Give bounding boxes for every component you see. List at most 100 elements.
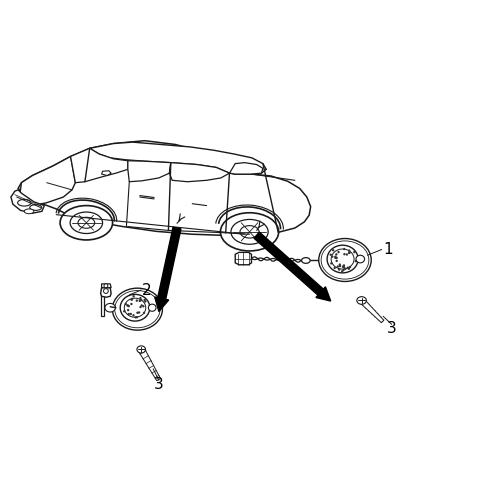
Polygon shape	[138, 348, 160, 381]
Circle shape	[335, 253, 337, 255]
Circle shape	[139, 300, 141, 302]
Circle shape	[138, 311, 140, 314]
Circle shape	[342, 269, 345, 271]
Circle shape	[348, 251, 350, 254]
Circle shape	[130, 313, 132, 315]
Ellipse shape	[231, 220, 268, 244]
Circle shape	[125, 303, 127, 305]
Ellipse shape	[18, 200, 31, 206]
Circle shape	[346, 253, 348, 255]
Ellipse shape	[60, 206, 113, 240]
Polygon shape	[11, 190, 44, 213]
Polygon shape	[90, 142, 266, 174]
Circle shape	[336, 265, 339, 268]
Ellipse shape	[124, 298, 146, 317]
Polygon shape	[101, 288, 104, 316]
Ellipse shape	[137, 346, 145, 353]
Ellipse shape	[319, 239, 371, 281]
Ellipse shape	[301, 257, 310, 263]
Ellipse shape	[321, 241, 369, 279]
Ellipse shape	[112, 288, 162, 330]
Circle shape	[128, 305, 130, 307]
Polygon shape	[169, 163, 229, 182]
Circle shape	[348, 250, 350, 252]
Circle shape	[144, 300, 146, 302]
Circle shape	[355, 260, 357, 262]
Circle shape	[130, 303, 132, 305]
Circle shape	[136, 316, 138, 318]
Ellipse shape	[327, 245, 358, 273]
Ellipse shape	[120, 294, 150, 321]
Circle shape	[127, 304, 130, 307]
Ellipse shape	[220, 213, 279, 251]
Text: 3: 3	[154, 377, 164, 392]
Polygon shape	[128, 161, 171, 182]
Text: 3: 3	[387, 321, 396, 336]
Ellipse shape	[148, 304, 156, 311]
Ellipse shape	[70, 212, 103, 234]
Circle shape	[136, 299, 138, 302]
Text: 1: 1	[383, 242, 393, 257]
Polygon shape	[102, 284, 111, 288]
Circle shape	[143, 312, 145, 314]
Polygon shape	[18, 141, 311, 235]
Polygon shape	[102, 171, 111, 176]
Circle shape	[132, 314, 135, 316]
Circle shape	[343, 248, 346, 250]
Circle shape	[332, 249, 335, 251]
Circle shape	[336, 259, 338, 262]
FancyArrow shape	[254, 232, 331, 301]
Circle shape	[330, 262, 333, 264]
Circle shape	[127, 309, 129, 311]
Circle shape	[349, 266, 351, 268]
Circle shape	[334, 266, 336, 269]
Circle shape	[353, 251, 356, 253]
Circle shape	[134, 316, 137, 318]
Ellipse shape	[30, 205, 42, 211]
Circle shape	[104, 288, 108, 293]
Circle shape	[341, 270, 343, 272]
Polygon shape	[235, 252, 252, 265]
Ellipse shape	[240, 226, 259, 238]
Circle shape	[343, 253, 346, 255]
Circle shape	[136, 311, 139, 314]
Circle shape	[338, 268, 340, 271]
Ellipse shape	[24, 209, 34, 214]
Circle shape	[348, 267, 350, 270]
Circle shape	[123, 310, 125, 312]
Circle shape	[144, 299, 146, 301]
Circle shape	[338, 263, 341, 266]
Circle shape	[343, 266, 345, 268]
Circle shape	[131, 298, 133, 301]
Ellipse shape	[331, 249, 354, 269]
Circle shape	[128, 313, 130, 315]
Circle shape	[141, 304, 143, 307]
Text: 2: 2	[142, 282, 152, 297]
Circle shape	[139, 297, 142, 299]
Polygon shape	[360, 298, 384, 323]
Circle shape	[334, 255, 336, 258]
Circle shape	[337, 251, 340, 253]
Circle shape	[131, 298, 133, 300]
Circle shape	[331, 255, 334, 258]
Circle shape	[126, 304, 129, 306]
Circle shape	[336, 257, 338, 259]
Ellipse shape	[105, 303, 116, 312]
Circle shape	[104, 284, 108, 288]
Circle shape	[330, 253, 332, 256]
Circle shape	[139, 306, 142, 308]
Circle shape	[342, 265, 344, 268]
Circle shape	[343, 264, 345, 266]
Ellipse shape	[78, 217, 95, 228]
Circle shape	[132, 295, 135, 297]
Ellipse shape	[356, 255, 364, 263]
Circle shape	[140, 299, 143, 301]
Polygon shape	[229, 163, 263, 174]
Circle shape	[344, 267, 347, 270]
Circle shape	[347, 266, 349, 269]
Circle shape	[339, 265, 341, 267]
FancyArrow shape	[155, 227, 181, 311]
Polygon shape	[101, 288, 111, 297]
Polygon shape	[71, 148, 128, 183]
Polygon shape	[20, 157, 75, 206]
